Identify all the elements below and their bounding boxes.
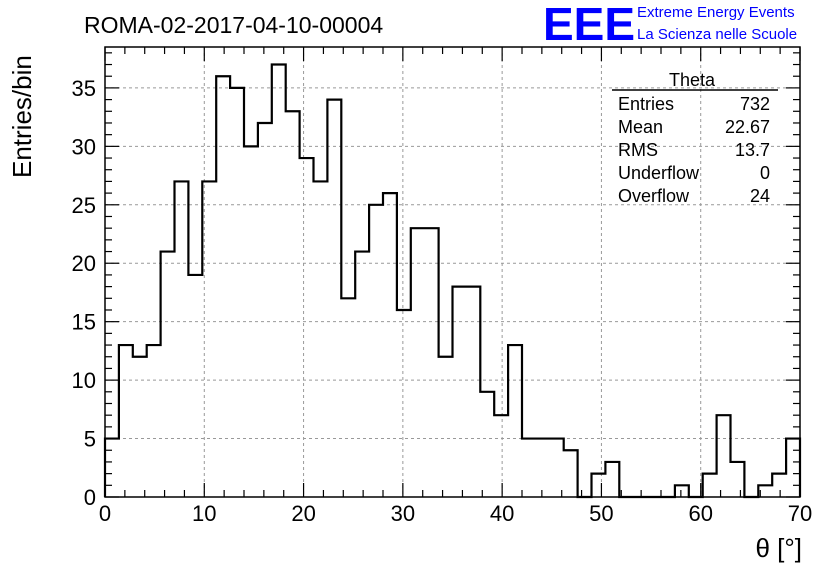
eee-logo: EEE Extreme Energy Events La Scienza nel… — [543, 0, 797, 50]
histogram-bin — [286, 111, 300, 497]
histogram-bin — [786, 439, 800, 497]
stats-label: Mean — [618, 117, 663, 137]
histogram-bin — [731, 462, 745, 497]
histogram-bin — [564, 450, 578, 497]
x-tick-label: 60 — [688, 501, 712, 526]
y-tick-label: 15 — [72, 310, 96, 335]
histogram-bin — [258, 123, 272, 497]
stats-value: 24 — [750, 186, 770, 206]
y-tick-label: 30 — [72, 134, 96, 159]
x-tick-labels: 0 10 20 30 40 50 60 70 — [99, 501, 812, 526]
histogram-bin — [494, 415, 508, 497]
histogram-bin — [383, 193, 397, 497]
histogram-bin — [355, 252, 369, 497]
histogram-bin — [605, 462, 619, 497]
histogram-bin — [133, 357, 147, 497]
histogram-bin — [272, 65, 286, 497]
histogram-bin — [175, 181, 189, 497]
histogram-bin — [453, 287, 467, 497]
x-tick-label: 10 — [192, 501, 216, 526]
y-tick-label: 25 — [72, 193, 96, 218]
stats-title: Theta — [669, 70, 716, 90]
stats-rows: Entries 732 Mean 22.67 RMS 13.7 Underflow 0 Over… — [618, 94, 770, 206]
histogram-bin — [772, 474, 786, 497]
histogram-bin — [717, 415, 731, 497]
histogram-bin — [397, 310, 411, 497]
grid-lines — [105, 47, 800, 497]
histogram-bin — [216, 76, 230, 497]
x-tick-label: 50 — [589, 501, 613, 526]
x-tick-label: 30 — [391, 501, 415, 526]
histogram-bin — [536, 439, 550, 497]
stats-value: 22.67 — [725, 117, 770, 137]
y-tick-label: 0 — [84, 485, 96, 510]
y-tick-labels: 0 5 10 15 20 25 30 35 — [72, 76, 96, 510]
histogram-bin — [480, 392, 494, 497]
stats-label: RMS — [618, 140, 658, 160]
x-tick-label: 70 — [788, 501, 812, 526]
plot-frame — [104, 46, 801, 498]
histogram-bin — [522, 439, 536, 497]
histogram-bin — [147, 345, 161, 497]
histogram-bin — [466, 287, 480, 497]
histogram-bin — [703, 474, 717, 497]
stats-value: 0 — [760, 163, 770, 183]
histogram-bins — [105, 65, 800, 497]
histogram-bin — [439, 357, 453, 497]
stats-label: Underflow — [618, 163, 700, 183]
logo-line-2: La Scienza nelle Scuole — [637, 26, 797, 43]
histogram-bin — [425, 228, 439, 497]
y-tick-label: 20 — [72, 251, 96, 276]
eee-logo-mark: EEE — [543, 0, 635, 50]
y-axis-label: Entries/bin — [7, 55, 37, 178]
y-tick-label: 10 — [72, 368, 96, 393]
histogram-bin — [105, 439, 119, 497]
y-tick-label: 5 — [84, 427, 96, 452]
logo-line-1: Extreme Energy Events — [637, 4, 795, 21]
histogram-bin — [592, 474, 606, 497]
stats-value: 13.7 — [735, 140, 770, 160]
histogram-bin — [188, 275, 202, 497]
histogram-bin — [327, 100, 341, 497]
stats-box: Theta Entries 732 Mean 22.67 RMS 13.7 Underflo… — [612, 70, 778, 206]
x-tick-label: 20 — [291, 501, 315, 526]
chart-title: ROMA-02-2017-04-10-00004 — [84, 12, 383, 38]
x-axis-label: θ [°] — [755, 533, 802, 563]
histogram-bin — [119, 345, 133, 497]
y-tick-label: 35 — [72, 76, 96, 101]
histogram-bin — [314, 181, 328, 497]
histogram-bin — [161, 252, 175, 497]
histogram-bin — [230, 88, 244, 497]
stats-label: Entries — [618, 94, 674, 114]
histogram-bin — [369, 205, 383, 497]
stats-label: Overflow — [618, 186, 690, 206]
axis-ticks — [104, 47, 801, 498]
histogram-bin — [300, 158, 314, 497]
histogram-bin — [508, 345, 522, 497]
histogram-outline — [103, 63, 802, 499]
x-tick-label: 0 — [99, 501, 111, 526]
stats-value: 732 — [740, 94, 770, 114]
histogram-bin — [341, 298, 355, 497]
histogram-bin — [675, 485, 689, 497]
x-tick-label: 40 — [490, 501, 514, 526]
histogram-bin — [411, 228, 425, 497]
histogram-bin — [550, 439, 564, 497]
